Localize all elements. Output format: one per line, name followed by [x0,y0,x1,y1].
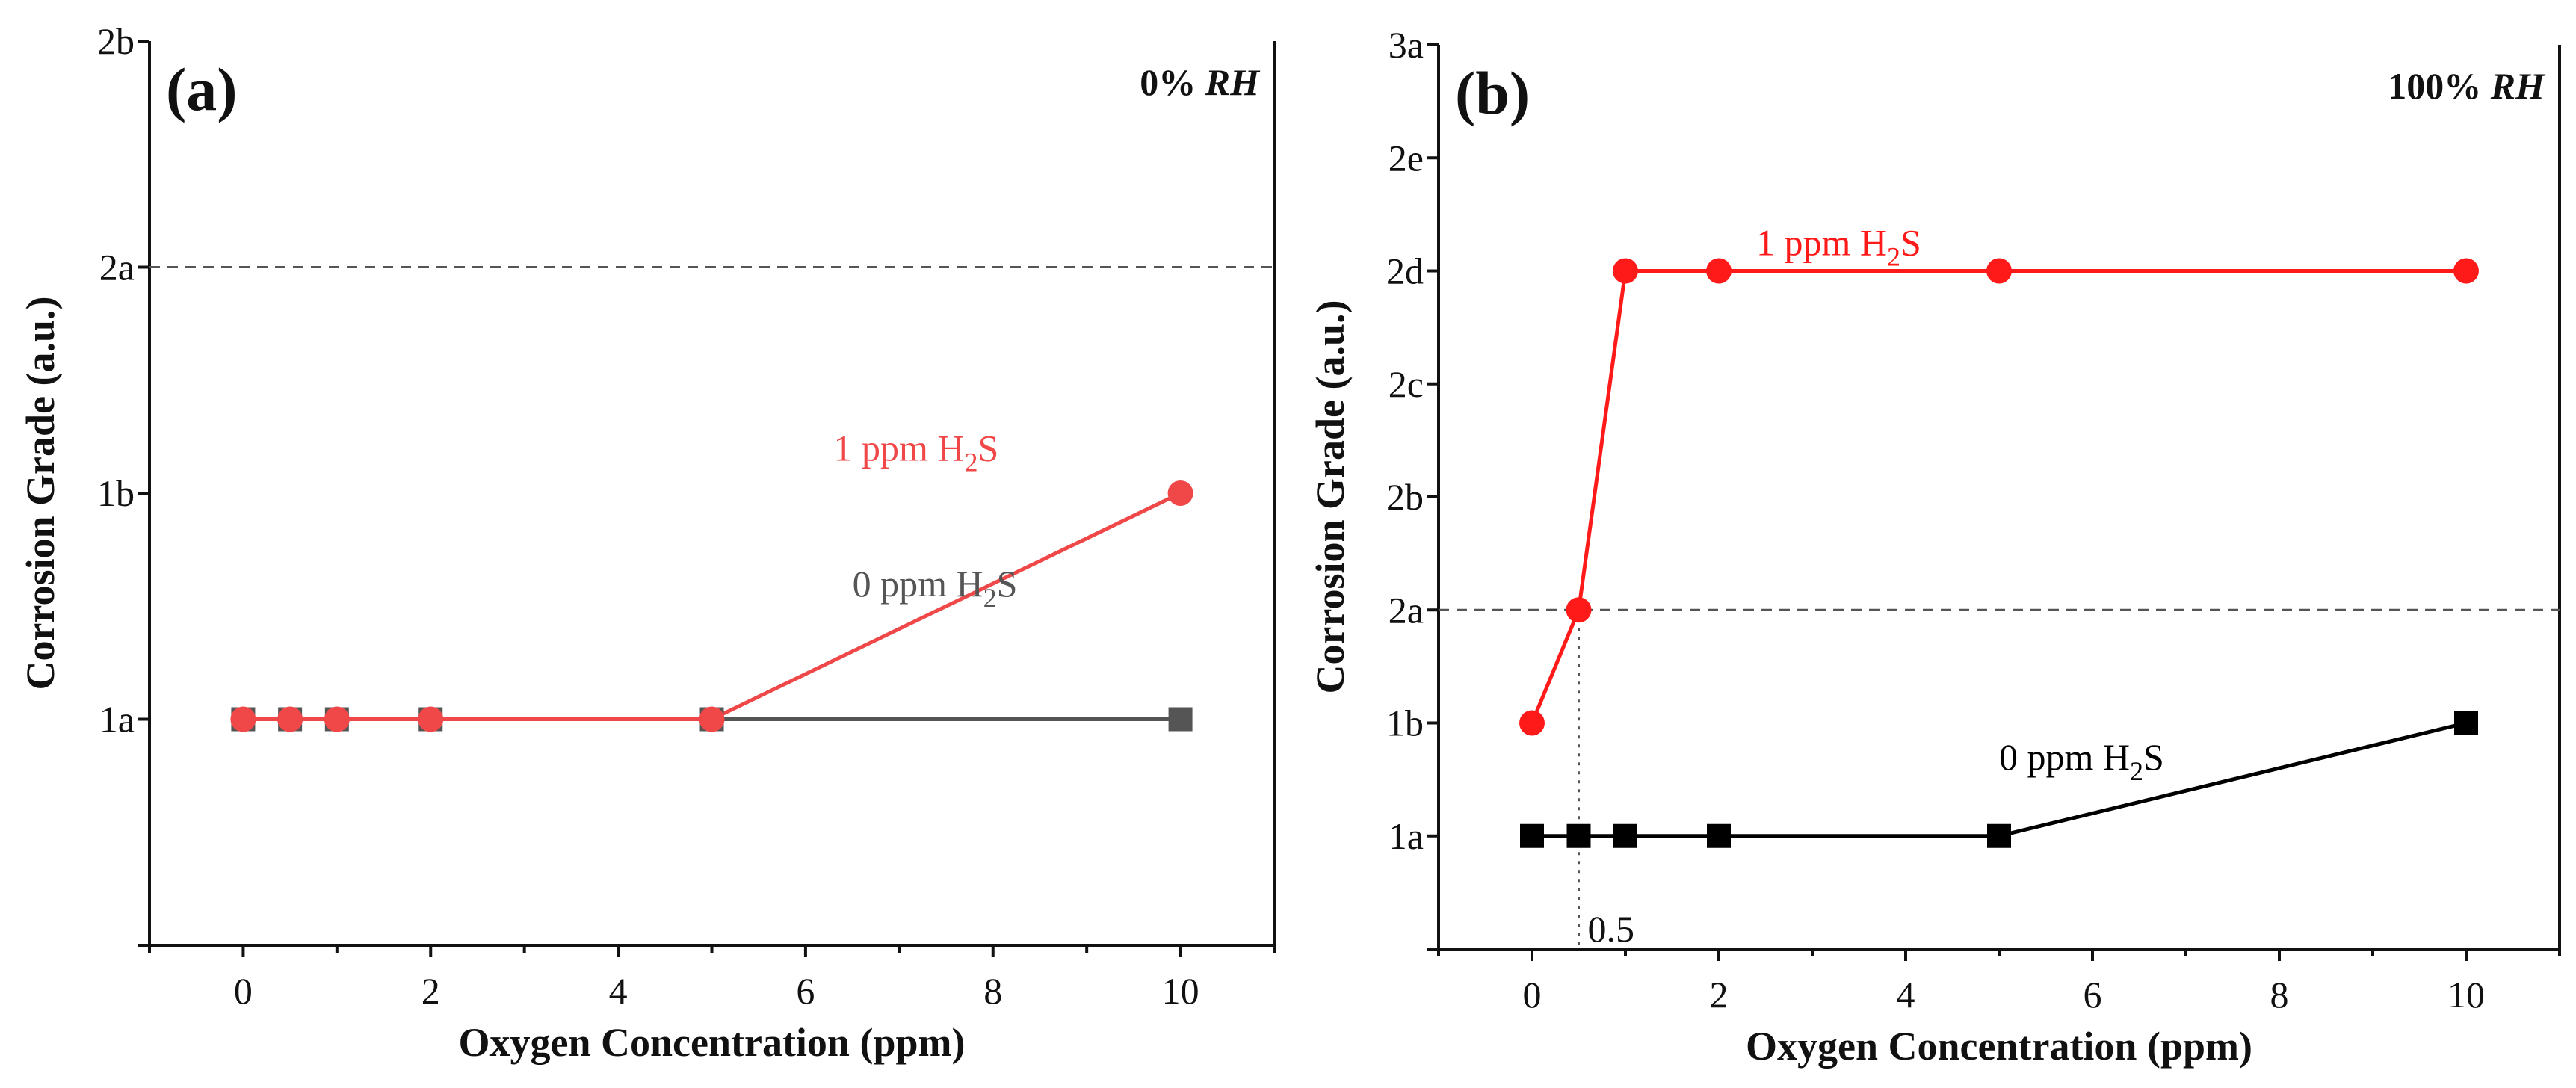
panel-a-series-0ppm-label: 0 ppm H2S [853,563,1018,613]
panel-b-x-tick-label: 10 [2447,974,2485,1016]
panel-b-chart: 0 2 4 6 8 10 1a 1b 2a 2b 2c 2d 2e 3a Oxygen Concentrat… [1308,24,2561,1069]
panel-b-y-tick-label: 2a [1389,589,1424,631]
panel-b-series-1ppm-point [1613,258,1638,284]
panel-b-y-axis-title: Corrosion Grade (a.u.) [1308,300,1353,694]
panel-b-series-1ppm-label-main: 1 ppm H [1756,222,1887,264]
panel-b-y-tick-label: 2b [1386,476,1424,518]
panel-b-x-tick-label: 2 [1710,974,1729,1016]
panel-b-y-tick-label: 3a [1389,24,1424,66]
panel-a-x-tick-label: 8 [983,970,1002,1012]
panel-a-panel-label: (a) [166,55,238,123]
panel-b-series-1ppm-line [1530,269,2466,724]
panel-b-series-0ppm-point [2454,711,2478,735]
panel-b-series-1ppm-point [1706,258,1732,284]
panel-a-x-tick-label: 10 [1162,970,1199,1012]
panel-a-series-1ppm-point [324,706,350,732]
panel-a-series-1ppm-label-main: 1 ppm H [834,427,965,469]
panel-b-series-1ppm-point [1986,258,2012,284]
panel-b-x-tick-label: 4 [1897,974,1915,1016]
panel-b-series-1ppm-label-end: S [1900,222,1921,264]
panel-a-x-tick-label: 6 [796,970,815,1012]
panel-b-x-tick-label: 0 [1523,974,1542,1016]
panel-a-humidity-label: 0% RH [1140,61,1261,103]
panel-b-series-0ppm-label-subscript: 2 [2130,756,2143,786]
panel-b-humidity-label: 100% RH [2388,65,2546,107]
panel-b-series-0ppm-point [1566,823,1591,848]
panel-b-x-tick-label: 6 [2084,974,2102,1016]
panel-a-y-tick-label: 2a [99,247,135,288]
panel-b-series-1ppm-label-subscript: 2 [1887,242,1900,272]
panel-a-series-1ppm-label-end: S [978,427,999,469]
panel-a-x-tick-label: 4 [609,970,628,1012]
panel-b-series-0ppm-label-end: S [2143,736,2164,778]
panel-b-y-tick-label: 2d [1386,250,1424,292]
panel-a-series-0ppm-label-end: S [997,563,1018,605]
panel-a-humidity-unit: RH [1205,61,1261,103]
panel-b-humidity-value: 100% [2388,65,2491,107]
panel-b-series-0ppm-label: 0 ppm H2S [1999,736,2164,786]
panel-b-guide-label: 0.5 [1588,908,1635,950]
panel-b-y-tick-label: 1a [1389,815,1424,857]
panel-b-y-tick-label: 2e [1389,137,1424,179]
panel-a-x-axis-title: Oxygen Concentration (ppm) [459,1020,966,1065]
panel-b-series-1ppm-point [1566,597,1592,623]
panel-a-series-1ppm-point [230,706,256,732]
panel-a-series-1ppm-point [418,706,444,732]
panel-a-series-0ppm-label-subscript: 2 [983,583,997,613]
panel-a-series-1ppm-label-subscript: 2 [965,448,978,477]
panel-b-x-tick-label: 8 [2270,974,2289,1016]
panel-a-series-1ppm-label: 1 ppm H2S [834,427,999,477]
panel-a-series-0ppm-label-main: 0 ppm H [853,563,983,605]
panel-b-series-1ppm-point [2453,258,2479,284]
panel-b-series-0ppm-point [1520,823,1544,848]
panel-a-series-1ppm-point [277,706,303,732]
panel-b-y-tick-label: 1b [1386,702,1424,744]
panel-a-series-1ppm-point [699,706,725,732]
panel-b-series-0ppm-point [1987,823,2011,848]
panel-a-y-tick-label: 1b [97,472,135,514]
panel-a-series-0ppm-point [1168,707,1193,732]
panel-b-series-0ppm-point [1613,823,1637,848]
panel-b-humidity-unit: RH [2490,65,2546,107]
panel-b-series-0ppm-point [1707,823,1731,848]
panel-a-humidity-value: 0% [1140,61,1205,103]
panel-a-chart: 0 2 4 6 8 10 1a 1b 2a 2b Oxygen Concentration (ppm… [18,20,1276,1065]
panel-b-series-0ppm-label-main: 0 ppm H [1999,736,2130,778]
panel-b-x-axis-title: Oxygen Concentration (ppm) [1746,1024,2252,1069]
panel-b-y-tick-label: 2c [1389,363,1424,405]
panel-b-series-1ppm-label: 1 ppm H2S [1756,222,1921,272]
panel-b-panel-label: (b) [1455,59,1530,127]
panel-a-series-1ppm-point [1167,480,1193,506]
panel-a-x-tick-label: 0 [234,970,253,1012]
panel-b-series-1ppm-point [1519,710,1545,736]
panel-a-y-tick-label: 2b [97,20,135,62]
panel-a-x-tick-label: 2 [421,970,440,1012]
panel-a-y-tick-label: 1a [99,699,135,741]
panel-a-y-axis-title: Corrosion Grade (a.u.) [18,297,63,690]
